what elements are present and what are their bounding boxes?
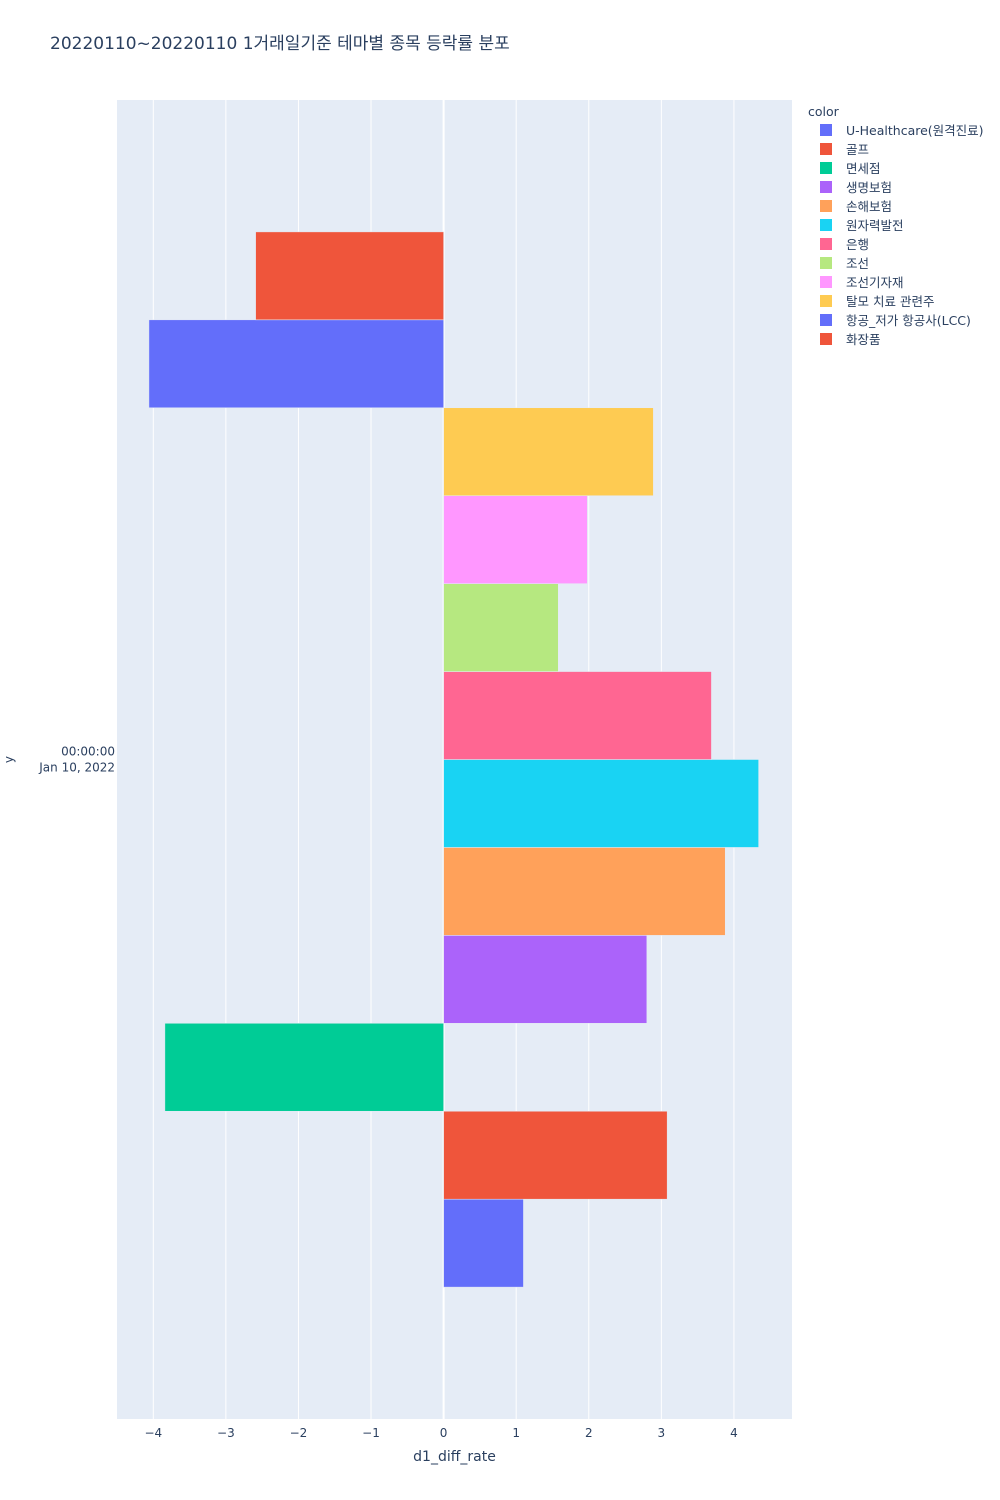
legend-label[interactable]: 항공_저가 항공사(LCC) bbox=[846, 313, 971, 328]
legend-swatch[interactable] bbox=[820, 295, 832, 307]
bar[interactable] bbox=[443, 1198, 524, 1288]
legend-label[interactable]: U-Healthcare(원격진료) bbox=[846, 123, 984, 138]
bar[interactable] bbox=[443, 759, 759, 848]
bar[interactable] bbox=[443, 407, 654, 496]
y-axis-title: y bbox=[2, 756, 16, 763]
x-tick-label: 4 bbox=[730, 1426, 738, 1440]
legend-swatch[interactable] bbox=[820, 238, 832, 250]
x-tick-label: −1 bbox=[362, 1426, 380, 1440]
bar[interactable] bbox=[443, 935, 648, 1024]
legend-label[interactable]: 화장품 bbox=[846, 332, 881, 347]
bar[interactable] bbox=[443, 671, 712, 760]
bar[interactable] bbox=[443, 1110, 668, 1200]
legend-label[interactable]: 면세점 bbox=[846, 161, 881, 176]
legend-label[interactable]: 원자력발전 bbox=[846, 218, 904, 233]
legend-swatch[interactable] bbox=[820, 162, 832, 174]
bar[interactable] bbox=[443, 495, 588, 584]
legend-swatch[interactable] bbox=[820, 143, 832, 155]
legend-swatch[interactable] bbox=[820, 181, 832, 193]
legend-swatch[interactable] bbox=[820, 219, 832, 231]
bars bbox=[148, 231, 759, 1288]
legend-label[interactable]: 손해보험 bbox=[846, 199, 892, 214]
x-tick-label: −4 bbox=[144, 1426, 162, 1440]
legend-swatch[interactable] bbox=[820, 314, 832, 326]
x-axis-title: d1_diff_rate bbox=[413, 1449, 496, 1465]
legend-label[interactable]: 탈모 치료 관련주 bbox=[846, 294, 934, 309]
x-tick-label: 2 bbox=[585, 1426, 593, 1440]
bar[interactable] bbox=[443, 583, 559, 672]
x-tick-label: −3 bbox=[217, 1426, 235, 1440]
x-tick-label: 0 bbox=[440, 1426, 448, 1440]
bar[interactable] bbox=[255, 231, 444, 321]
legend-swatch[interactable] bbox=[820, 124, 832, 136]
legend-label[interactable]: 은행 bbox=[846, 237, 869, 252]
bar[interactable] bbox=[164, 1023, 444, 1112]
y-tick-label-time: 00:00:00 bbox=[61, 745, 115, 759]
y-tick-label-date: Jan 10, 2022 bbox=[38, 761, 115, 775]
legend-swatch[interactable] bbox=[820, 276, 832, 288]
legend-label[interactable]: 생명보험 bbox=[846, 180, 892, 195]
bar[interactable] bbox=[443, 847, 726, 936]
legend-label[interactable]: 골프 bbox=[846, 142, 869, 157]
x-tick-label: 1 bbox=[512, 1426, 520, 1440]
bar[interactable] bbox=[148, 319, 444, 409]
legend-swatch[interactable] bbox=[820, 257, 832, 269]
x-tick-label: −2 bbox=[290, 1426, 308, 1440]
legend-title: color bbox=[808, 104, 840, 119]
chart-title: 20220110~20220110 1거래일기준 테마별 종목 등락률 분포 bbox=[50, 34, 510, 54]
x-tick-label: 3 bbox=[658, 1426, 666, 1440]
legend-label[interactable]: 조선 bbox=[846, 256, 869, 271]
legend[interactable]: color U-Healthcare(원격진료) 골프면세점생명보험손해보험원자력… bbox=[808, 104, 984, 347]
legend-label[interactable]: 조선기자재 bbox=[846, 275, 904, 290]
legend-swatch[interactable] bbox=[820, 200, 832, 212]
legend-swatch[interactable] bbox=[820, 333, 832, 345]
x-tick-labels: −4 −3 −2 −1 0 1 2 3 4 bbox=[144, 1426, 737, 1440]
